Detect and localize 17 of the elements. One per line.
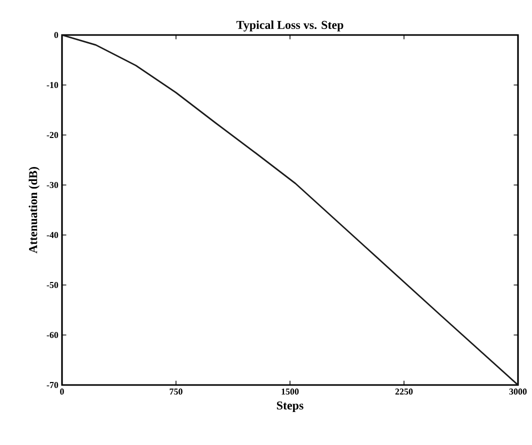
x-tick-label: 1500: [282, 388, 299, 395]
x-tick-label: 3000: [509, 388, 527, 395]
y-tick-label: -60: [46, 332, 58, 338]
y-tick-label: -20: [46, 132, 58, 138]
y-tick-label: -40: [46, 232, 58, 238]
x-axis-title: Steps: [276, 401, 304, 412]
x-tick-label: 750: [170, 388, 182, 395]
y-tick-label: -50: [46, 282, 58, 288]
y-tick-label: -10: [46, 82, 58, 88]
y-tick-label: -30: [46, 182, 58, 188]
y-tick-label: 0: [54, 32, 58, 38]
x-tick-label: 0: [60, 388, 64, 395]
chart-title: Typical Loss vs. Step: [236, 20, 344, 32]
x-tick-label: 2250: [395, 388, 413, 395]
y-axis-title: Attenuation (dB): [28, 167, 40, 254]
line-series: [62, 35, 518, 386]
y-tick-label: -70: [46, 382, 58, 388]
